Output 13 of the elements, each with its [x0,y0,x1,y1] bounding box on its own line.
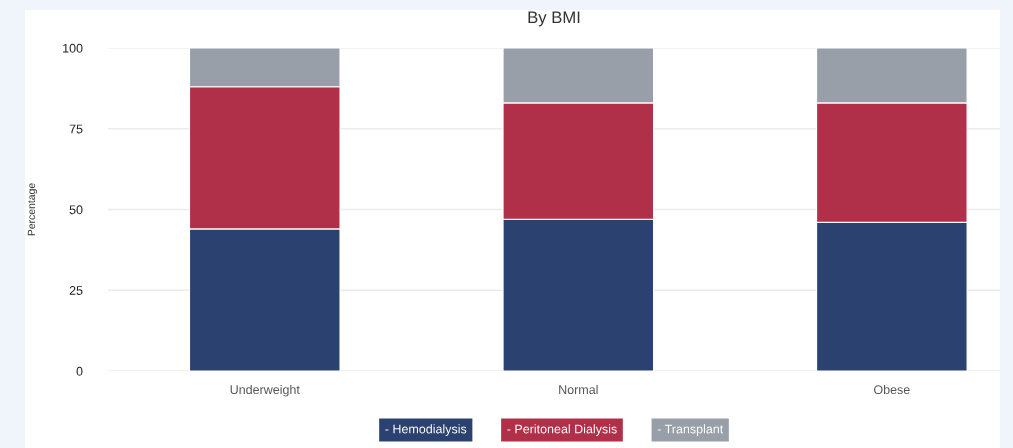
y-tick-label: 100 [63,43,83,53]
y-tick-label: 0 [76,366,83,376]
text: - Transplant [657,424,724,436]
chart-title: By BMI [528,11,580,27]
text: - Hemodialysis [385,424,467,436]
y-axis-title: Percentage [27,183,38,236]
y-tick-label: 75 [69,124,83,134]
y-tick-label: 25 [69,286,83,295]
x-tick-label: Obese [874,384,910,395]
y-tick-label: 50 [69,205,83,215]
x-tick-label: Normal [559,384,598,395]
x-tick-label: Underweight [230,384,300,397]
text: - Peritoneal Dialysis [507,424,617,436]
